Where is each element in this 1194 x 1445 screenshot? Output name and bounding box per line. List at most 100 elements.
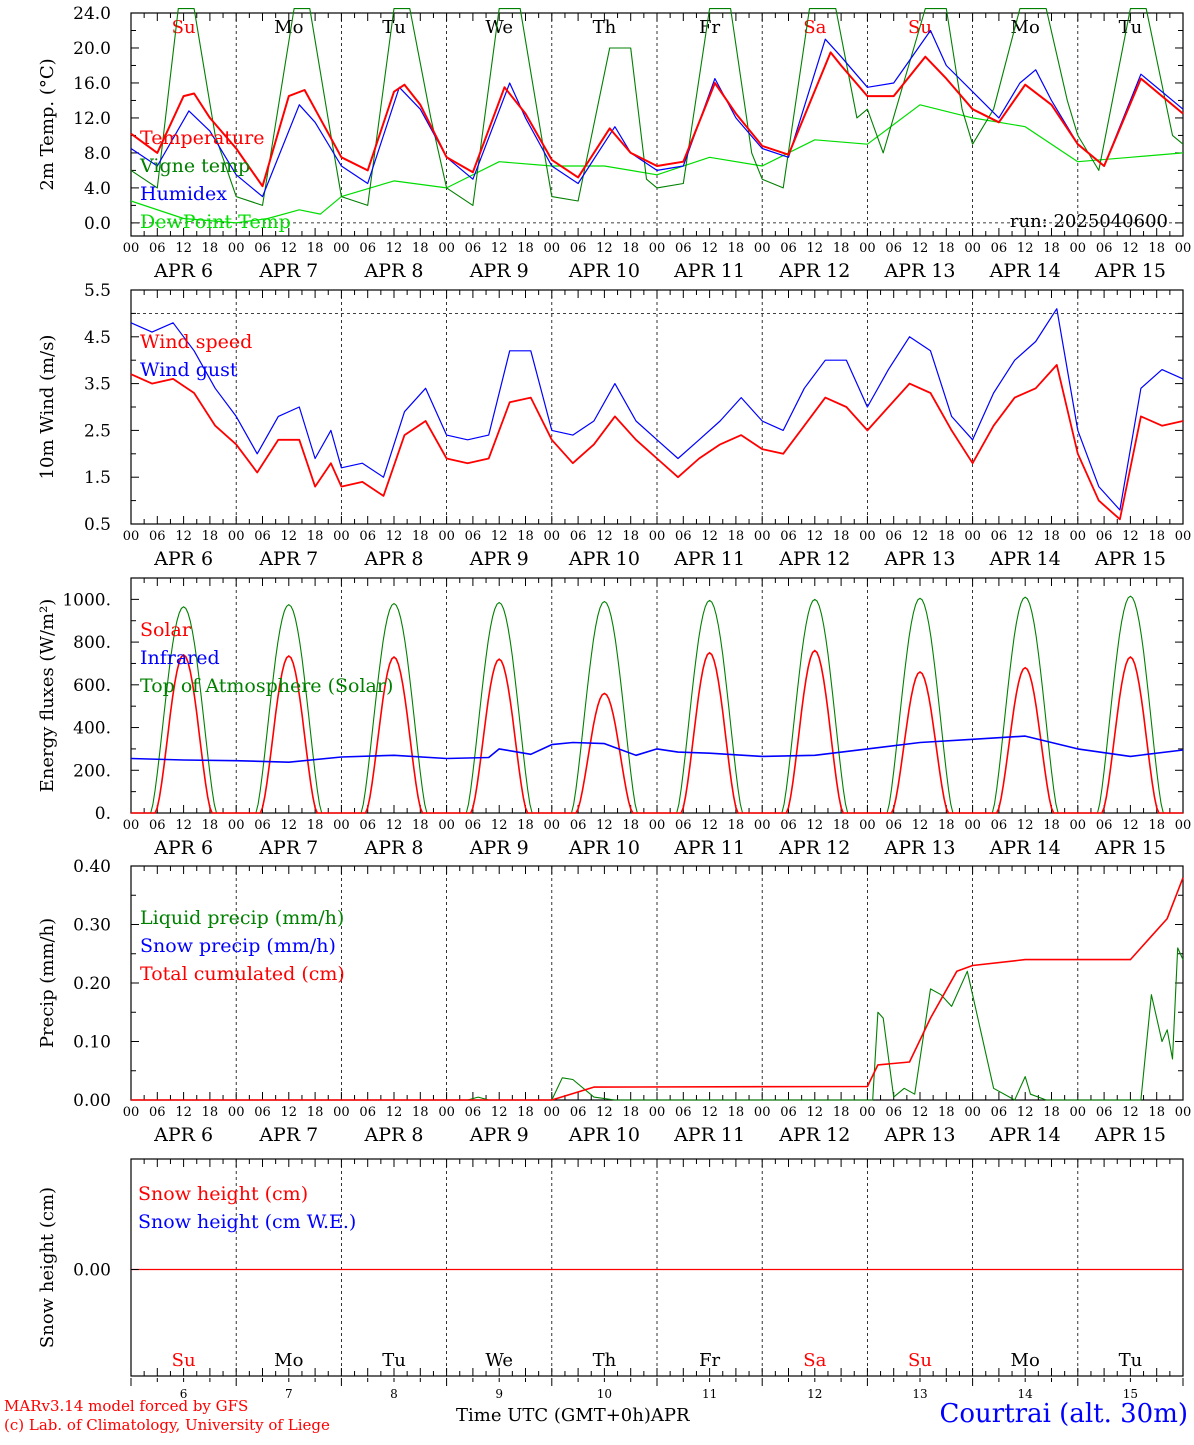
y-axis-label: Snow height (cm) — [37, 1187, 58, 1348]
y-axis-3: 1000. 800. 600. 400. 200. 0. Energy fluxes (W/… — [37, 590, 1183, 824]
hour-tick-label: 00 — [754, 818, 771, 833]
hour-tick-label: 12 — [1122, 529, 1139, 544]
day-number-label: 12 — [807, 1387, 822, 1401]
hour-tick-label: 06 — [570, 1105, 587, 1120]
y-tick-label: 0.0 — [84, 214, 111, 234]
hour-tick-label: 06 — [780, 241, 797, 256]
hour-tick-label: 18 — [1148, 1105, 1165, 1120]
hour-tick-label: 06 — [675, 1105, 692, 1120]
hour-tick-label: 18 — [622, 529, 639, 544]
hour-tick-label: 12 — [912, 241, 929, 256]
hour-tick-label: 00 — [123, 818, 140, 833]
date-label: APR 9 — [469, 837, 529, 859]
day-number-label: 9 — [495, 1387, 503, 1401]
hour-tick-label: 12 — [281, 818, 298, 833]
y-axis-2: 5.5 4.5 3.5 2.5 1.5 0.5 10m Wind (m/s) — [37, 281, 1183, 535]
hour-tick-label: 06 — [885, 241, 902, 256]
hour-tick-label: 18 — [938, 241, 955, 256]
hour-tick-label: 06 — [570, 241, 587, 256]
date-label: APR 13 — [883, 837, 955, 859]
hour-tick-label: 12 — [386, 241, 403, 256]
date-label: APR 12 — [778, 260, 850, 282]
date-label: APR 7 — [258, 1124, 318, 1146]
hour-tick-label: 06 — [1096, 1105, 1113, 1120]
hour-tick-label: 06 — [675, 818, 692, 833]
hour-tick-label: 00 — [333, 529, 350, 544]
hour-tick-label: 18 — [833, 1105, 850, 1120]
hour-tick-label: 06 — [465, 1105, 482, 1120]
hour-tick-label: 00 — [228, 1105, 245, 1120]
date-label: APR 6 — [153, 548, 213, 570]
legend-entry: Wind speed — [140, 331, 252, 353]
date-label: APR 9 — [469, 260, 529, 282]
hour-tick-label: 12 — [596, 818, 613, 833]
hour-tick-label: 00 — [1175, 241, 1192, 256]
hour-tick-label: 06 — [570, 529, 587, 544]
hour-tick-label: 06 — [1096, 818, 1113, 833]
y-axis-1: 24.0 20.0 16.0 12.0 8.0 4.0 0.0 2m Temp. (°C) — [37, 4, 1183, 234]
hour-tick-label: 18 — [728, 1105, 745, 1120]
hour-tick-label: 00 — [754, 529, 771, 544]
weekday-label-top: Su — [172, 17, 196, 38]
hour-tick-label: 12 — [1017, 1105, 1034, 1120]
hour-tick-label: 18 — [412, 241, 429, 256]
hour-tick-label: 00 — [649, 818, 666, 833]
weekday-label-bottom: Tu — [382, 1350, 406, 1371]
hour-tick-label: 12 — [807, 818, 824, 833]
hour-tick-label: 18 — [517, 818, 534, 833]
legend-entry: Infrared — [140, 647, 220, 669]
day-number-label: 15 — [1123, 1387, 1138, 1401]
hour-tick-label: 06 — [359, 241, 376, 256]
weekday-label-top: Mo — [274, 17, 303, 38]
hour-tick-label: 12 — [1122, 818, 1139, 833]
hour-tick-label: 06 — [885, 1105, 902, 1120]
hour-tick-label: 06 — [780, 818, 797, 833]
hour-tick-label: 12 — [491, 1105, 508, 1120]
date-label: APR 9 — [469, 1124, 529, 1146]
hour-tick-label: 12 — [1122, 1105, 1139, 1120]
hour-tick-label: 18 — [622, 1105, 639, 1120]
hour-tick-label: 00 — [438, 529, 455, 544]
hour-tick-label: 06 — [254, 529, 271, 544]
legend-entry: Humidex — [140, 183, 227, 205]
hour-tick-label: 12 — [281, 1105, 298, 1120]
hour-tick-label: 00 — [1070, 241, 1087, 256]
y-tick-label: 600. — [73, 676, 111, 696]
date-label: APR 6 — [153, 837, 213, 859]
hour-tick-label: 00 — [859, 818, 876, 833]
hour-tick-label: 18 — [1148, 529, 1165, 544]
hour-tick-label: 18 — [412, 1105, 429, 1120]
hour-tick-label: 12 — [596, 1105, 613, 1120]
hour-tick-label: 18 — [1043, 529, 1060, 544]
hour-tick-label: 12 — [912, 529, 929, 544]
y-tick-label: 0.5 — [84, 515, 111, 535]
panel-frame-1 — [130, 12, 1184, 237]
time-axis-label: Time UTC (GMT+0h)APR — [456, 1405, 690, 1426]
series-line-vigne — [130, 8, 1184, 206]
hour-tick-label: 06 — [465, 241, 482, 256]
weekday-label-bottom: Sa — [803, 1350, 826, 1371]
series-line-speed — [130, 363, 1184, 521]
y-tick-label: 0.10 — [73, 1033, 111, 1053]
hour-tick-label: 18 — [517, 241, 534, 256]
y-tick-label: 1000. — [62, 590, 111, 610]
y-tick-label: 5.5 — [84, 281, 111, 301]
hour-tick-label: 06 — [675, 529, 692, 544]
hour-tick-label: 00 — [438, 1105, 455, 1120]
y-tick-label: 200. — [73, 761, 111, 781]
day-number-label: 10 — [597, 1387, 612, 1401]
hour-tick-label: 06 — [149, 241, 166, 256]
y-tick-label: 0.20 — [73, 974, 111, 994]
weekday-label-bottom: We — [485, 1350, 513, 1371]
date-label: APR 14 — [989, 837, 1061, 859]
y-tick-label: 1.5 — [84, 468, 111, 488]
hour-tick-label: 06 — [254, 241, 271, 256]
weekday-label-top: Sa — [803, 17, 826, 38]
hour-tick-label: 00 — [1175, 529, 1192, 544]
time-axis-title: Time UTC (GMT+0h) — [456, 1405, 651, 1426]
y-tick-label: 4.0 — [84, 179, 111, 199]
hour-tick-label: 00 — [544, 818, 561, 833]
date-label: APR 7 — [258, 837, 318, 859]
hour-tick-label: 12 — [175, 241, 192, 256]
hour-tick-label: 06 — [149, 529, 166, 544]
